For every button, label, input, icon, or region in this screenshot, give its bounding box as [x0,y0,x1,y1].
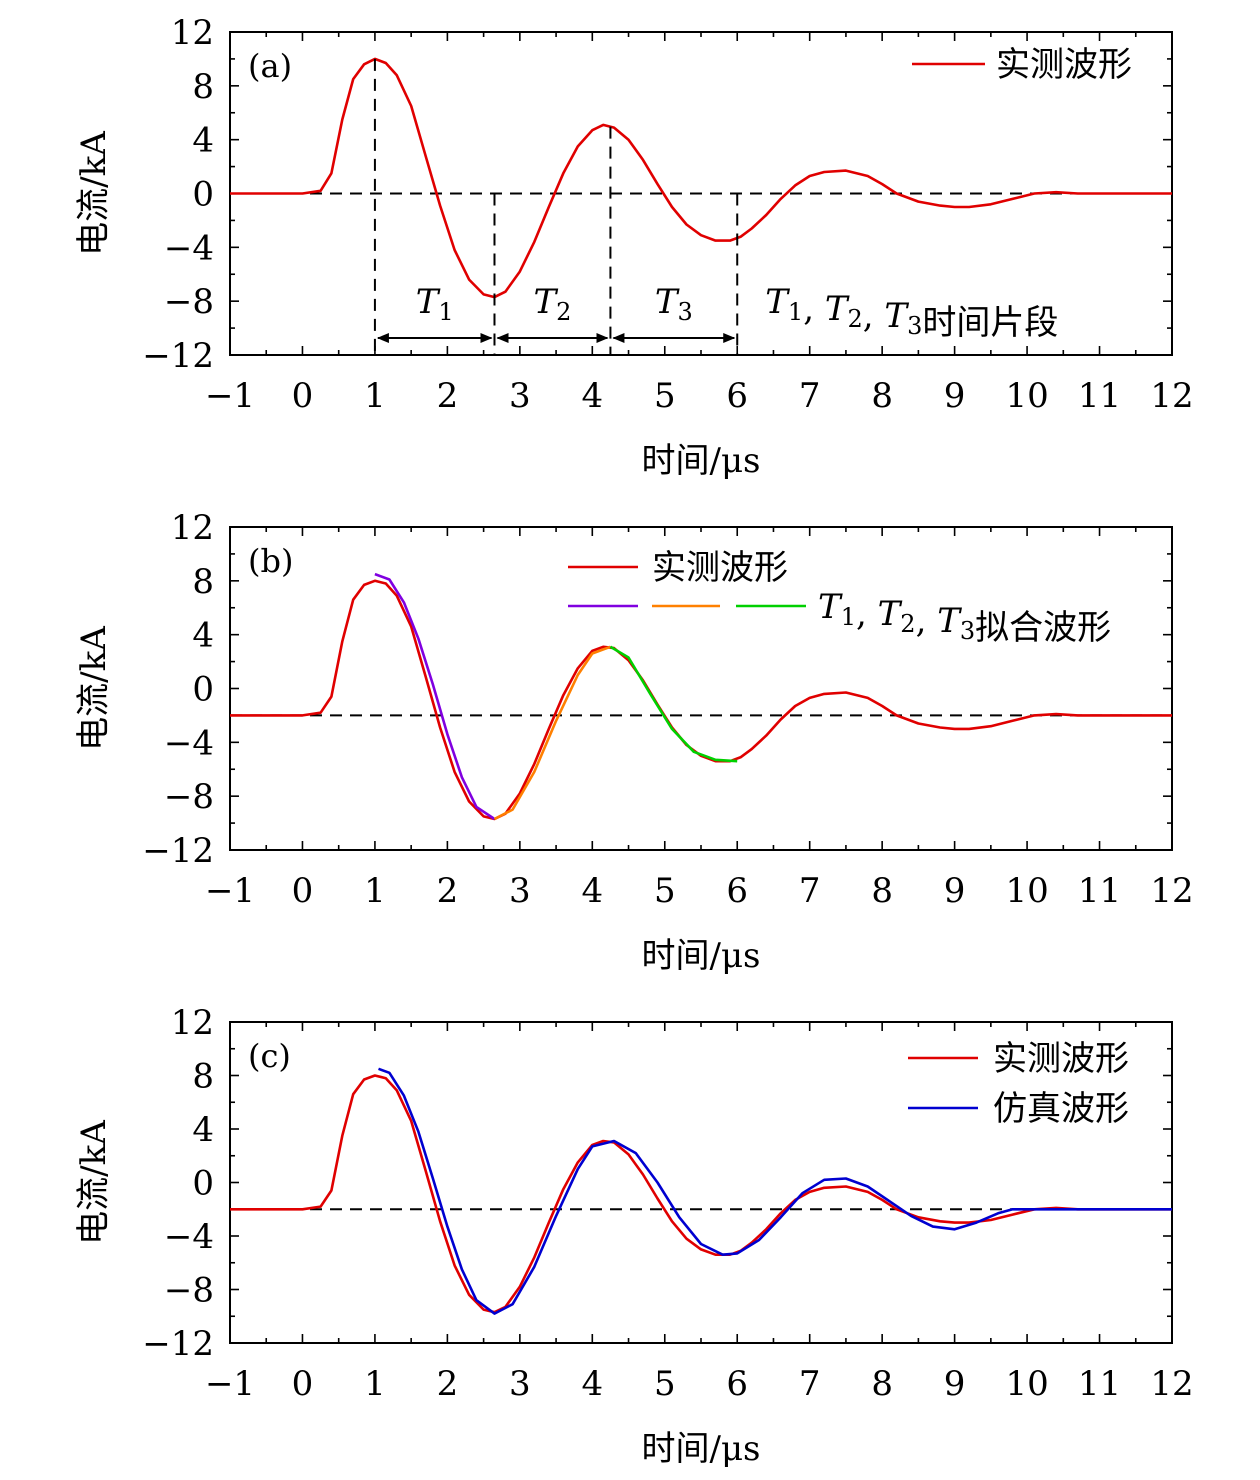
x-tick-label: 0 [292,871,314,911]
legend: 实测波形 [912,45,1132,85]
segment-label: T2 [533,282,571,326]
x-tick-label: 5 [654,871,676,911]
y-axis-title: 电流/kA [74,1120,114,1245]
legend: 实测波形 T1, T2, T3拟合波形 [568,548,1111,648]
y-tick-label: −4 [164,1217,214,1257]
y-tick-label: −8 [164,282,214,322]
x-tick-label: 8 [871,871,893,911]
legend-label: 实测波形 [993,1039,1129,1079]
y-tick-label: −4 [164,723,214,763]
x-tick-label: −1 [205,376,255,416]
x-tick-label: 12 [1150,1364,1193,1404]
y-tick-label: 12 [171,508,214,548]
series-line-2 [374,572,496,821]
series-line-1 [230,57,1172,299]
y-tick-label: 4 [192,121,214,161]
x-tick-label: 0 [292,376,314,416]
legend-label: T1, T2, T3拟合波形 [818,587,1111,648]
legend-label: 实测波形 [996,45,1132,85]
y-tick-label: −12 [142,831,214,871]
x-tick-label: 7 [799,871,821,911]
chart-panel-1: −1 0 1 2 3 4 5 6 7 8 9 10 11 1212840−4−8−12时间/μs电流/kA… [74,13,1194,481]
x-axis-title: 时间/μs [642,1429,761,1469]
x-tick-label: 8 [871,376,893,416]
segment-note: T1, T2, T3时间片段 [765,282,1058,343]
series-line-3 [493,645,611,821]
x-tick-label: 7 [799,1364,821,1404]
x-tick-label: 2 [437,376,459,416]
x-tick-label: 6 [726,376,748,416]
series-line-1 [230,1074,1172,1314]
x-tick-label: 10 [1005,871,1048,911]
x-tick-label: 10 [1005,376,1048,416]
y-tick-label: 4 [192,1110,214,1150]
x-tick-label: 4 [581,376,603,416]
segment-label: T3 [655,282,693,326]
y-tick-label: −8 [164,777,214,817]
x-tick-label: 9 [944,1364,966,1404]
x-tick-label: −1 [205,1364,255,1404]
y-tick-label: 12 [171,1003,214,1043]
panel-label: (c) [248,1037,291,1075]
x-tick-label: 12 [1150,376,1193,416]
x-tick-label: 1 [364,376,386,416]
x-tick-label: 11 [1078,376,1121,416]
segment-label: T1 [416,282,454,326]
x-tick-label: 9 [944,376,966,416]
x-tick-label: 7 [799,376,821,416]
x-tick-label: 1 [364,871,386,911]
series-line-4 [609,645,738,763]
y-tick-label: 8 [192,562,214,602]
panel-label: (b) [248,542,293,580]
x-tick-label: 6 [726,871,748,911]
x-tick-label: 3 [509,871,531,911]
y-axis-title: 电流/kA [74,626,114,751]
y-tick-label: 4 [192,616,214,656]
y-tick-label: −4 [164,228,214,268]
y-tick-label: 8 [192,67,214,107]
x-tick-label: 11 [1078,1364,1121,1404]
legend-label: 仿真波形 [993,1089,1129,1129]
panel-label: (a) [248,47,292,85]
x-axis-title: 时间/μs [642,441,761,481]
y-tick-label: −12 [142,336,214,376]
y-tick-label: −12 [142,1324,214,1364]
x-tick-label: 2 [437,871,459,911]
x-tick-label: 10 [1005,1364,1048,1404]
x-tick-label: 2 [437,1364,459,1404]
x-tick-label: 11 [1078,871,1121,911]
x-tick-label: 3 [509,1364,531,1404]
x-tick-label: 4 [581,1364,603,1404]
legend-label: 实测波形 [652,548,788,588]
x-tick-label: 0 [292,1364,314,1404]
x-tick-label: 8 [871,1364,893,1404]
x-tick-label: 6 [726,1364,748,1404]
x-tick-label: 5 [654,376,676,416]
x-tick-label: −1 [205,871,255,911]
y-tick-label: −8 [164,1271,214,1311]
y-tick-label: 12 [171,13,214,53]
x-tick-label: 9 [944,871,966,911]
x-tick-label: 5 [654,1364,676,1404]
x-tick-label: 1 [364,1364,386,1404]
y-tick-label: 0 [192,670,214,710]
x-tick-label: 3 [509,376,531,416]
series-line-2 [378,1067,1172,1315]
x-tick-label: 12 [1150,871,1193,911]
y-tick-label: 0 [192,1164,214,1204]
y-tick-label: 0 [192,175,214,215]
y-axis-title: 电流/kA [74,131,114,256]
chart-panel-2: −1 0 1 2 3 4 5 6 7 8 9 10 11 1212840−4−8−12时间/μs电流/kA… [74,508,1194,976]
x-axis-title: 时间/μs [642,936,761,976]
chart-panel-3: −1 0 1 2 3 4 5 6 7 8 9 10 11 1212840−4−8−12时间/μs电流/kA… [74,1003,1194,1469]
x-tick-label: 4 [581,871,603,911]
y-tick-label: 8 [192,1057,214,1097]
